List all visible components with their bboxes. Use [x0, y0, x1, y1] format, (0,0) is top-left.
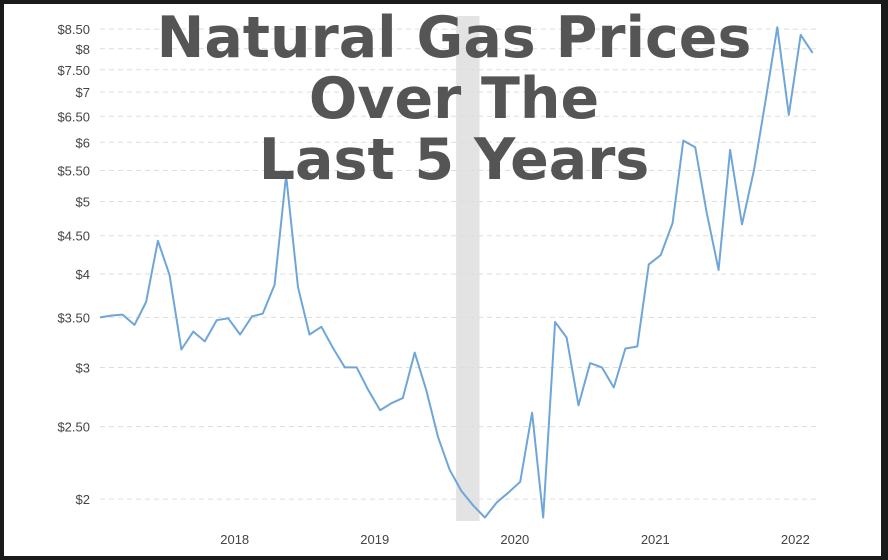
x-tick-label: 2021 [641, 532, 670, 547]
chart-title: Natural Gas Prices Over The Last 5 Years [144, 8, 764, 191]
y-tick-label: $5.50 [57, 164, 90, 179]
chart-title-line-1: Natural Gas Prices [156, 5, 752, 71]
y-tick-label: $2.50 [57, 420, 90, 435]
y-tick-label: $4.50 [57, 229, 90, 244]
chart-title-line-2: Over The [308, 66, 600, 132]
y-tick-label: $3.50 [57, 310, 90, 325]
y-tick-label: $6 [76, 135, 90, 150]
chart-frame: $2 $2.50 $3 $3.50 $4 $4.50 $5 $5.50 $6 $6.50 $7 $7.… [4, 4, 881, 556]
x-tick-label: 2018 [220, 532, 249, 547]
price-series-line [99, 26, 814, 519]
y-tick-label: $4 [76, 267, 90, 282]
y-axis-labels: $2 $2.50 $3 $3.50 $4 $4.50 $5 $5.50 $6 $6.50 $7 $7.… [57, 22, 90, 507]
y-tick-label: $2 [76, 492, 90, 507]
y-tick-label: $7.50 [57, 63, 90, 78]
x-tick-label: 2019 [360, 532, 389, 547]
x-axis-labels: 2018 2019 2020 2021 2022 [220, 532, 810, 547]
y-tick-label: $6.50 [57, 109, 90, 124]
grid-lines [100, 28, 818, 500]
y-tick-label: $3 [76, 360, 90, 375]
y-tick-label: $8.50 [57, 22, 90, 37]
chart-title-line-3: Last 5 Years [258, 127, 650, 193]
line-chart: $2 $2.50 $3 $3.50 $4 $4.50 $5 $5.50 $6 $6.50 $7 $7.… [57, 16, 818, 547]
y-tick-label: $8 [76, 42, 90, 57]
y-tick-label: $5 [76, 194, 90, 209]
x-tick-label: 2020 [500, 532, 529, 547]
y-tick-label: $7 [76, 85, 90, 100]
x-tick-label: 2022 [781, 532, 810, 547]
